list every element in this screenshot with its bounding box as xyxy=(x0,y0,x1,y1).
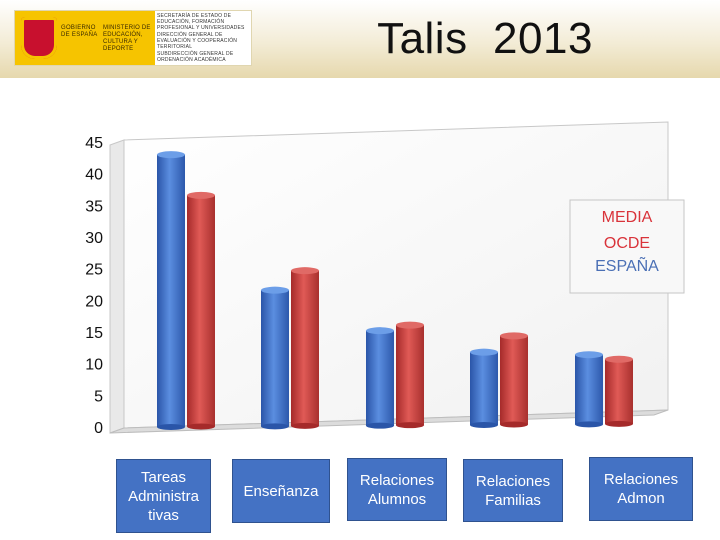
bar-oecd xyxy=(575,351,603,428)
bar-oecd xyxy=(366,327,394,429)
category-label: Relaciones Admon xyxy=(603,471,679,507)
bar-spain-body xyxy=(291,270,319,426)
logo-ministry-text: MINISTERIO DE EDUCACIÓN, CULTURA Y DEPOR… xyxy=(103,25,151,52)
bar-spain-cap xyxy=(396,321,424,329)
bar-spain xyxy=(291,267,319,429)
bar-oecd-body xyxy=(366,330,394,426)
bar-spain-body xyxy=(500,335,528,425)
bar-spain xyxy=(605,355,633,427)
bar-oecd-body xyxy=(157,154,185,427)
legend-line-ocde: OCDE xyxy=(604,235,650,252)
bar-spain-cap xyxy=(187,191,215,199)
bar-spain xyxy=(187,191,215,430)
slide-title: Talis 2013 xyxy=(377,14,593,63)
bar-spain xyxy=(500,332,528,428)
bar-spain-base xyxy=(291,422,319,429)
logo-sub-line: SUBDIRECCIÓN GENERAL DE ORDENACIÓN ACADÉ… xyxy=(157,51,234,63)
bar-oecd xyxy=(261,286,289,430)
ministry-logo: GOBIERNO DE ESPAÑA MINISTERIO DE EDUCACI… xyxy=(14,10,252,66)
category-box-ensenanza: Enseñanza xyxy=(232,459,330,523)
bar-spain-cap xyxy=(500,332,528,340)
logo-government-text: GOBIERNO DE ESPAÑA xyxy=(61,25,98,38)
logo-sub-line: DIRECCIÓN GENERAL DE EVALUACIÓN Y COOPER… xyxy=(157,32,238,50)
y-tick-label: 10 xyxy=(85,357,103,374)
y-tick-label: 5 xyxy=(94,388,103,405)
legend-line-media: MEDIA xyxy=(602,209,653,226)
bar-spain-cap xyxy=(605,355,633,363)
y-tick-label: 40 xyxy=(85,167,103,184)
bar-oecd-cap xyxy=(261,286,289,294)
logo-sub-line: SECRETARÍA DE ESTADO DE EDUCACIÓN, FORMA… xyxy=(157,13,245,31)
category-label: Relaciones Familias xyxy=(475,472,551,509)
bar-spain-body xyxy=(187,195,215,427)
y-tick-label: 35 xyxy=(85,198,103,215)
bar-spain-cap xyxy=(291,267,319,275)
y-tick-label: 30 xyxy=(85,230,103,247)
y-tick-label: 45 xyxy=(85,135,103,152)
bar-spain xyxy=(396,321,424,429)
bar-oecd-cap xyxy=(470,348,498,356)
bar-oecd-body xyxy=(470,352,498,426)
bar-spain-body xyxy=(605,359,633,424)
y-tick-label: 15 xyxy=(85,325,103,342)
bar-oecd-base xyxy=(157,424,185,430)
chart-legend: MEDIA OCDE ESPAÑA xyxy=(569,199,685,294)
category-label: Enseñanza xyxy=(243,482,319,500)
category-box-relaciones-alumnos: Relaciones Alumnos xyxy=(347,458,447,521)
bar-oecd-body xyxy=(575,354,603,425)
government-logo-panel: GOBIERNO DE ESPAÑA MINISTERIO DE EDUCACI… xyxy=(15,11,155,65)
y-tick-label: 0 xyxy=(94,420,103,437)
legend-box xyxy=(569,199,685,294)
bar-oecd xyxy=(157,151,185,430)
y-tick-label: 25 xyxy=(85,262,103,279)
category-label: Tareas Administra tivas xyxy=(128,468,199,524)
category-box-relaciones-familias: Relaciones Familias xyxy=(463,459,563,522)
category-box-tareas: Tareas Administra tivas xyxy=(116,459,211,533)
bar-oecd-cap xyxy=(575,351,603,359)
bar-spain-body xyxy=(396,325,424,426)
bar-oecd-body xyxy=(261,290,289,427)
bar-oecd-base xyxy=(366,422,394,429)
bar-spain-base xyxy=(605,420,633,427)
category-label: Relaciones Alumnos xyxy=(359,471,435,508)
bar-oecd-cap xyxy=(157,151,185,159)
bar-oecd-base xyxy=(470,422,498,429)
bar-oecd-base xyxy=(575,421,603,428)
legend-line-espana: ESPAÑA xyxy=(595,255,659,275)
bar-oecd xyxy=(470,348,498,429)
category-box-relaciones-admon: Relaciones Admon xyxy=(589,457,693,521)
y-tick-label: 20 xyxy=(85,293,103,310)
coat-of-arms-icon xyxy=(21,17,57,59)
bar-spain-base xyxy=(396,422,424,429)
bar-spain-base xyxy=(187,423,215,430)
bar-oecd-cap xyxy=(366,327,394,335)
chart-side-wall xyxy=(109,139,125,434)
bar-spain-base xyxy=(500,421,528,428)
logo-subtext: SECRETARÍA DE ESTADO DE EDUCACIÓN, FORMA… xyxy=(157,13,249,64)
bar-oecd-base xyxy=(261,423,289,430)
